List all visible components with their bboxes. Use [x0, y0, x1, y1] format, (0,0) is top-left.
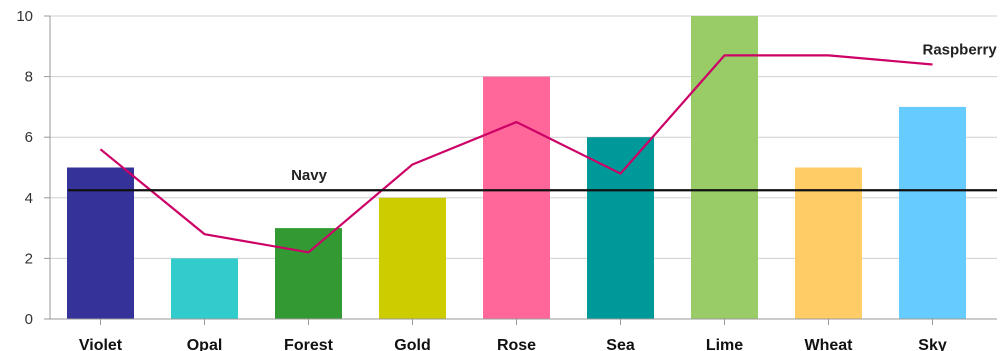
y-tick-label: 6: [25, 129, 33, 146]
x-tick-label: Gold: [394, 337, 430, 351]
x-tick-label: Wheat: [805, 337, 854, 351]
bar-sea: [587, 137, 654, 319]
x-tick-label: Sky: [918, 337, 947, 351]
x-tick-label: Sea: [606, 337, 635, 351]
series-label-navy: Navy: [291, 167, 328, 184]
y-tick-label: 2: [25, 250, 33, 267]
bar-rose: [483, 76, 550, 319]
bar-gold: [379, 197, 446, 319]
series-label-raspberry: Raspberry: [923, 41, 998, 58]
x-tick-label: Forest: [284, 337, 334, 351]
bar-sky: [899, 106, 966, 320]
y-tick-label: 0: [25, 311, 33, 328]
x-tick-label: Violet: [79, 337, 123, 351]
bar-wheat: [795, 167, 862, 319]
x-tick-label: Lime: [706, 337, 743, 351]
x-axis-labels: Violet Opal Forest Gold Rose Sea Lime Wheat Sky: [79, 319, 947, 351]
y-tick-label: 8: [25, 69, 33, 86]
y-tick-label: 4: [25, 190, 33, 207]
bar-forest: [275, 228, 342, 319]
bar-opal: [171, 258, 238, 319]
bars: [67, 16, 966, 320]
bar-violet: [67, 167, 134, 319]
x-tick-label: Rose: [497, 337, 536, 351]
x-tick-label: Opal: [187, 337, 223, 351]
y-axis-ticks: 0 2 4 6 8 10: [16, 8, 50, 328]
bar-lime: [691, 16, 758, 319]
series-lines: Raspberry Navy: [68, 41, 998, 254]
y-tick-label: 10: [16, 8, 33, 25]
series-line-raspberry: [99, 54, 933, 254]
